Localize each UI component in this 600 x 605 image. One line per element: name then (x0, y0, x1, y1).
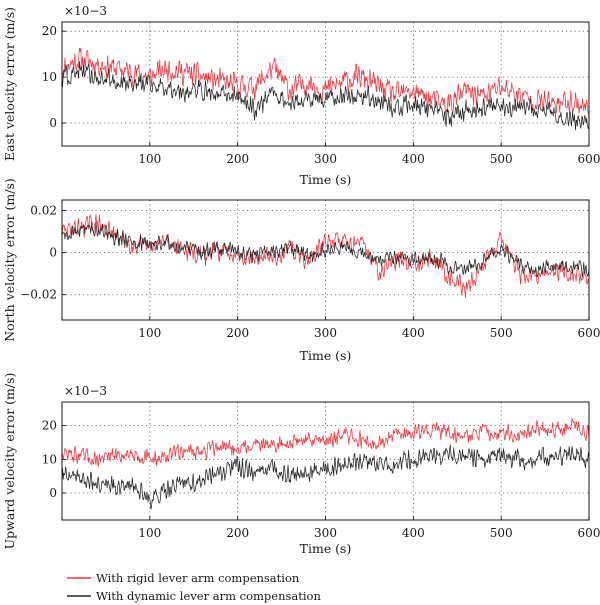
chart-panel-2: 100 200 300 400 500 600 −0.02 0 0.02 Time (s) Nort… (2, 178, 600, 363)
chart-panel-3: 100 200 300 400 500 600 0 10 20 Time (s) Upward ve… (2, 373, 600, 556)
axis-multiplier: ×10−3 (64, 384, 107, 398)
x-tick-label: 400 (402, 326, 425, 340)
series-line-dynamic (61, 221, 590, 278)
y-axis-label: East velocity error (m/s) (2, 7, 17, 161)
series-line-rigid (61, 47, 590, 119)
y-tick-label: 10 (42, 452, 57, 466)
x-axis-label: Time (s) (300, 348, 352, 363)
x-tick-label: 500 (490, 152, 513, 166)
x-tick-label: 600 (578, 526, 600, 540)
series-line-rigid (61, 418, 590, 468)
y-axis-label: Upward velocity error (m/s) (2, 373, 17, 550)
x-tick-label: 100 (138, 152, 161, 166)
y-tick-label: 0.02 (30, 204, 57, 218)
legend-label-dynamic: With dynamic lever arm compensation (96, 589, 321, 603)
y-tick-label: 20 (42, 419, 57, 433)
y-tick-label: 0 (49, 486, 57, 500)
x-tick-label: 400 (402, 152, 425, 166)
legend: With rigid lever arm compensation With d… (67, 571, 321, 603)
x-tick-label: 100 (138, 326, 161, 340)
series-line-dynamic (61, 444, 590, 510)
x-tick-label: 500 (490, 526, 513, 540)
y-tick-label: 20 (42, 24, 57, 38)
x-tick-label: 200 (226, 152, 249, 166)
x-tick-label: 100 (138, 526, 161, 540)
series-line-rigid (61, 214, 590, 299)
x-tick-label: 600 (578, 152, 600, 166)
x-tick-label: 300 (314, 526, 337, 540)
x-tick-label: 300 (314, 326, 337, 340)
x-tick-label: 200 (226, 526, 249, 540)
series-line-dynamic (61, 61, 590, 131)
x-tick-label: 500 (490, 326, 513, 340)
y-tick-label: 0 (49, 246, 57, 260)
x-tick-label: 300 (314, 152, 337, 166)
x-axis-label: Time (s) (300, 172, 352, 187)
x-tick-label: 400 (402, 526, 425, 540)
x-tick-label: 200 (226, 326, 249, 340)
x-axis-label: Time (s) (300, 541, 352, 556)
y-axis-label: North velocity error (m/s) (2, 178, 17, 342)
y-tick-label: 0 (49, 116, 57, 130)
y-tick-label: 10 (42, 70, 57, 84)
axis-multiplier: ×10−3 (64, 4, 107, 18)
x-tick-label: 600 (578, 326, 600, 340)
legend-label-rigid: With rigid lever arm compensation (96, 571, 300, 585)
y-tick-label: −0.02 (20, 288, 57, 302)
chart-panel-1: 100 200 300 400 500 600 0 10 20 Time (s) East velo… (2, 4, 600, 187)
